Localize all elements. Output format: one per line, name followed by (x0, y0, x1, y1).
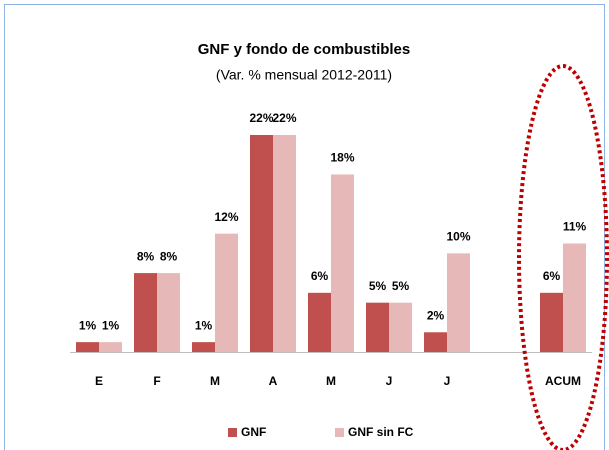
bar (308, 292, 331, 352)
data-label: 1% (102, 318, 120, 332)
data-label: 22% (272, 111, 296, 125)
bar (366, 302, 389, 352)
bar (215, 233, 238, 352)
bar (192, 342, 215, 352)
x-tick-label: E (95, 374, 103, 388)
x-tick-label: M (326, 374, 336, 388)
x-tick-label: M (210, 374, 220, 388)
x-tick-label: A (269, 374, 278, 388)
bar (250, 135, 273, 352)
x-tick-label: F (153, 374, 160, 388)
data-label: 5% (392, 279, 410, 293)
data-label: 10% (446, 230, 470, 244)
data-label: 8% (137, 249, 155, 263)
data-label: 12% (214, 210, 238, 224)
x-tick-label: J (444, 374, 451, 388)
bar (76, 342, 99, 352)
bar (563, 243, 586, 352)
data-label: 6% (311, 269, 329, 283)
data-label: 2% (427, 308, 445, 322)
bar (540, 292, 563, 352)
highlight-ellipse (517, 64, 609, 450)
legend-label: GNF (241, 425, 266, 439)
x-tick-label: J (386, 374, 393, 388)
x-tick-label: ACUM (545, 374, 581, 388)
bar (99, 342, 122, 352)
chart-subtitle: (Var. % mensual 2012-2011) (216, 67, 392, 83)
data-label: 6% (543, 269, 561, 283)
bar (447, 253, 470, 352)
bar (134, 273, 157, 352)
chart-frame (4, 4, 605, 450)
data-label: 8% (160, 249, 178, 263)
legend-swatch (228, 428, 237, 437)
data-label: 18% (330, 151, 354, 165)
bar (157, 273, 180, 352)
bar (389, 302, 412, 352)
legend-label: GNF sin FC (348, 425, 414, 439)
bar (273, 135, 296, 352)
data-label: 1% (195, 318, 213, 332)
legend-swatch (335, 428, 344, 437)
bar (331, 174, 354, 352)
bar (424, 332, 447, 352)
data-label: 22% (249, 111, 273, 125)
data-label: 5% (369, 279, 387, 293)
data-label: 11% (563, 220, 587, 234)
chart-title: GNF y fondo de combustibles (198, 41, 411, 58)
data-label: 1% (79, 318, 97, 332)
